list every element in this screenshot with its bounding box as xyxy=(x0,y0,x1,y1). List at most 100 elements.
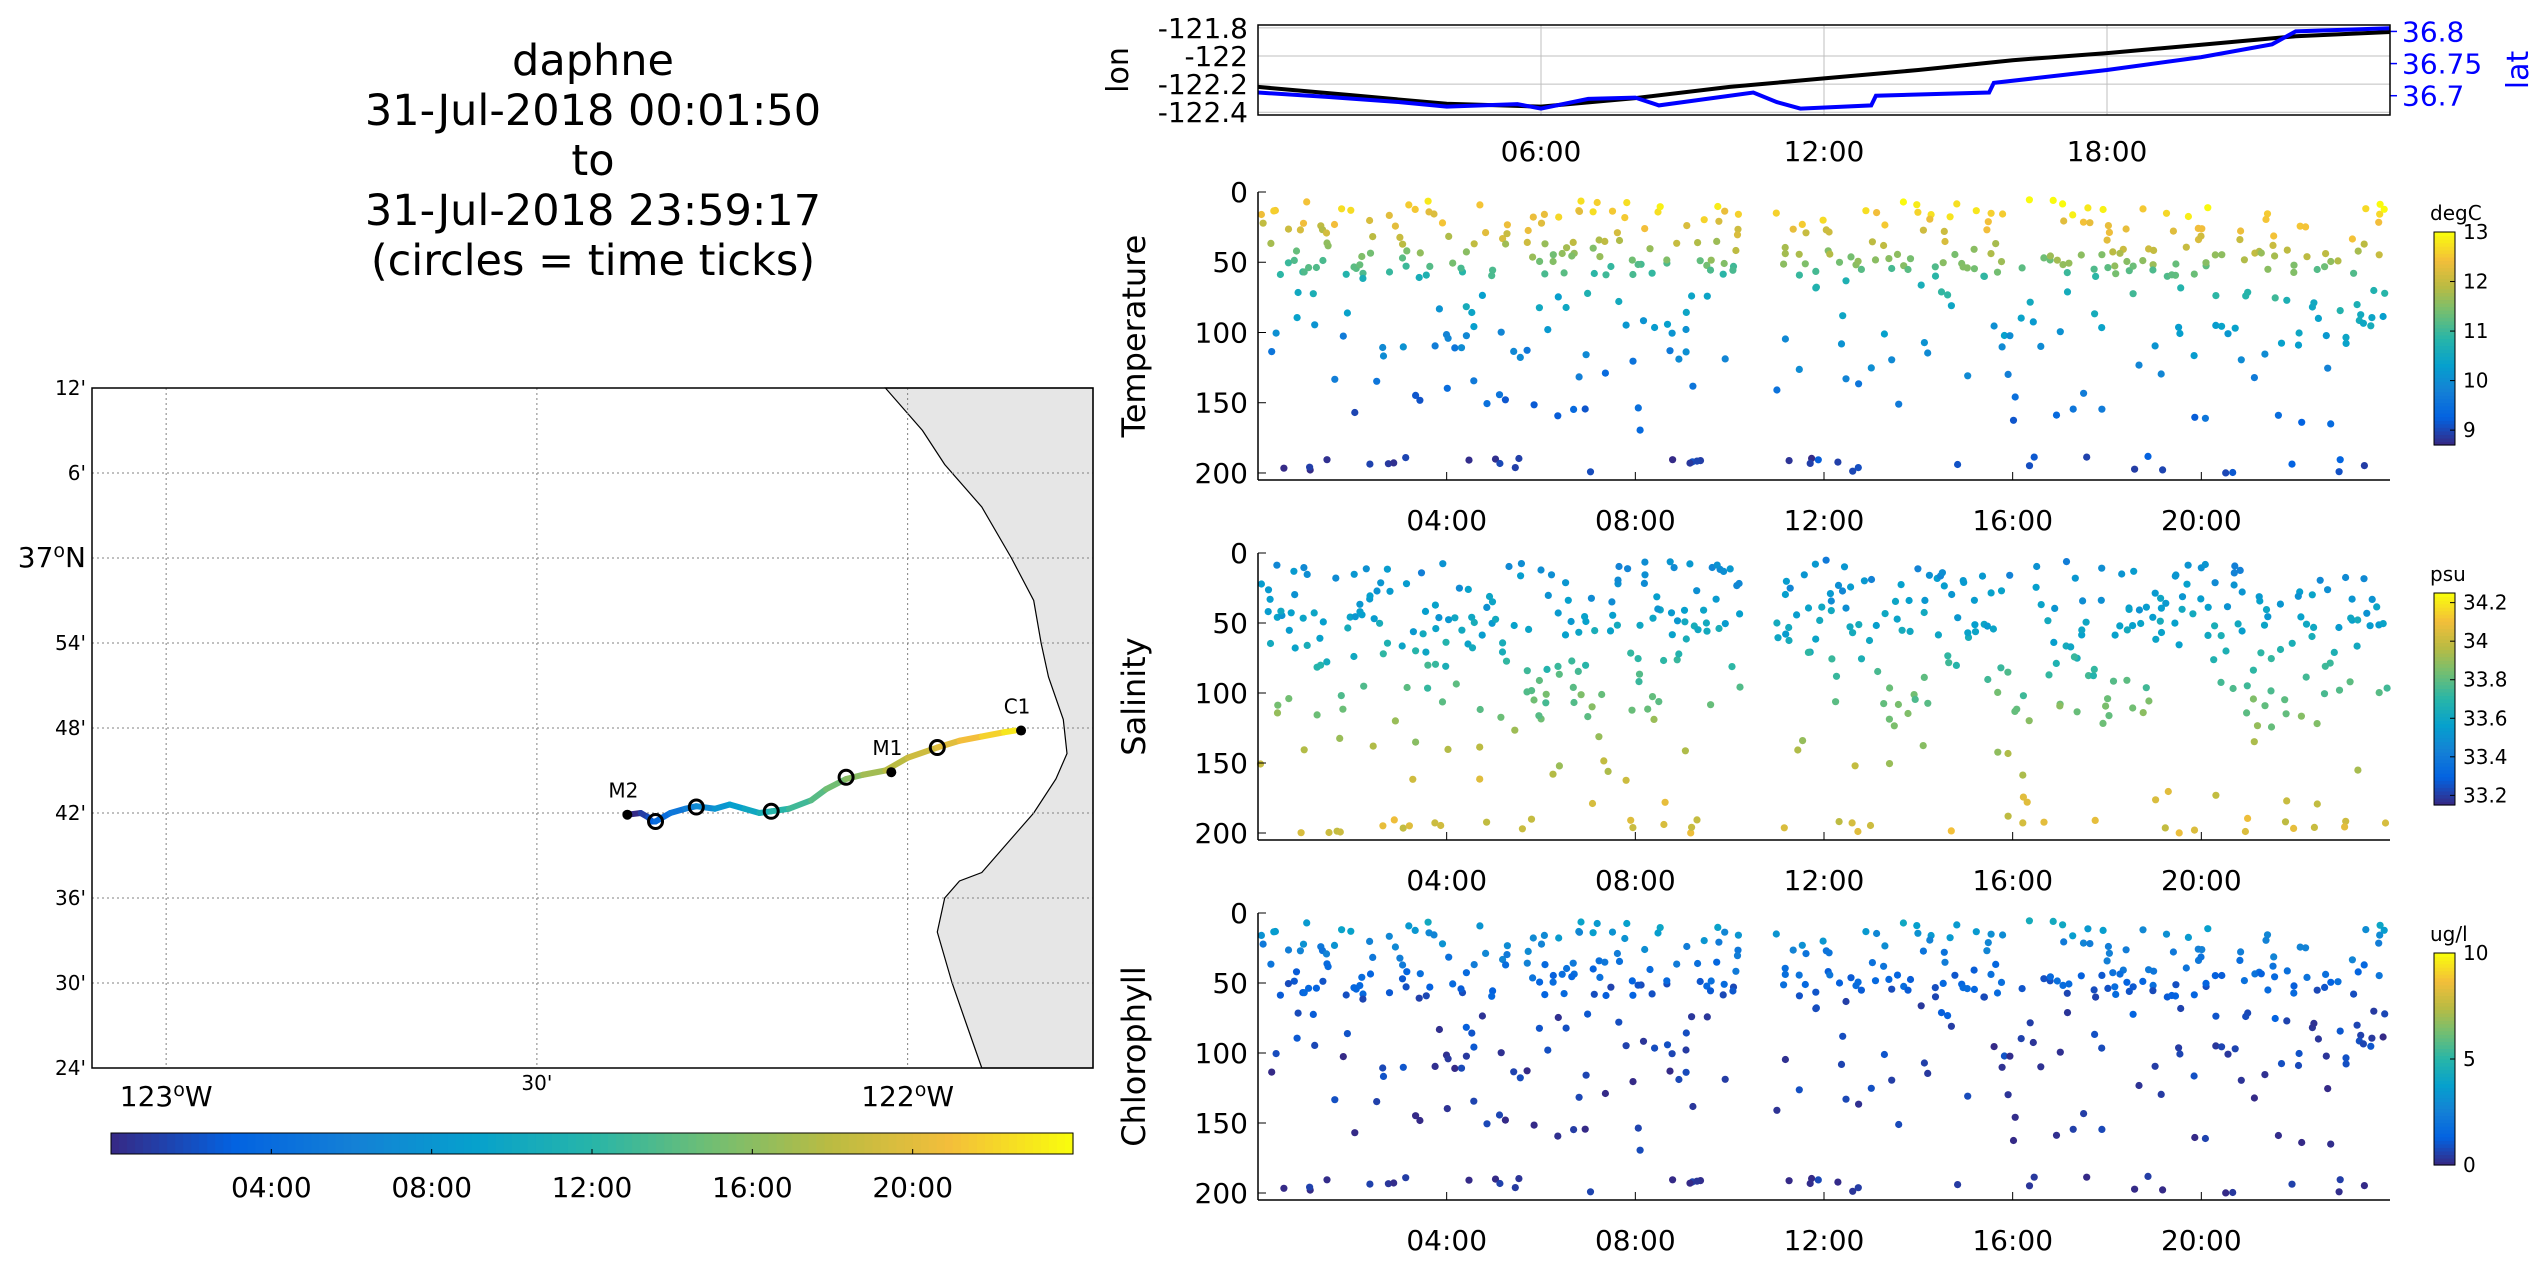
chlorophyll-sample-point xyxy=(1311,1041,1319,1049)
temperature-colorbar-cell xyxy=(2434,416,2455,421)
temperature-sample-point xyxy=(2065,259,2073,267)
chlorophyll-y-tick-label: 150 xyxy=(1195,1107,1248,1140)
time-colorbar-cell xyxy=(640,1133,649,1154)
salinity-sample-point xyxy=(2071,574,2079,582)
temperature-sample-point xyxy=(1399,343,1407,351)
chlorophyll-sample-point xyxy=(2157,1090,2165,1098)
salinity-sample-point xyxy=(2373,603,2381,611)
chlorophyll-sample-point xyxy=(1511,1184,1519,1192)
temperature-sample-point xyxy=(2321,263,2329,271)
salinity-sample-point xyxy=(2032,583,2040,591)
chlorophyll-sample-point xyxy=(1491,1175,1500,1183)
time-colorbar-cell xyxy=(664,1133,673,1154)
temperature-sample-point xyxy=(2175,323,2183,331)
station-label: M1 xyxy=(872,736,902,760)
temperature-colorbar-cell xyxy=(2434,327,2455,332)
chlorophyll-sample-point xyxy=(2077,972,2085,980)
chlorophyll-sample-point xyxy=(1516,1074,1524,1082)
temperature-sample-point xyxy=(1569,238,1577,246)
time-colorbar-cell xyxy=(247,1133,256,1154)
salinity-colorbar-cell xyxy=(2434,670,2455,675)
salinity-sample-point xyxy=(1857,655,1866,663)
chlorophyll-colorbar-cell xyxy=(2434,1073,2455,1078)
salinity-sample-point xyxy=(1804,648,1812,657)
temperature-sample-point xyxy=(1366,460,1374,468)
time-colorbar-cell xyxy=(1056,1133,1066,1154)
temperature-sample-point xyxy=(2224,330,2232,338)
temperature-sample-point xyxy=(1990,322,1998,330)
temperature-sample-point xyxy=(1470,240,1478,248)
salinity-sample-point xyxy=(1649,614,1657,622)
salinity-colorbar-cell xyxy=(2434,709,2455,714)
temperature-sample-point xyxy=(1688,292,1696,300)
salinity-sample-point xyxy=(1588,703,1596,711)
temperature-sample-point xyxy=(1502,240,1510,248)
chlorophyll-colorbar-cell xyxy=(2434,1087,2455,1092)
chlorophyll-sample-point xyxy=(2026,1019,2034,1027)
salinity-sample-point xyxy=(1854,827,1862,836)
temperature-sample-point xyxy=(2063,269,2071,277)
salinity-sample-point xyxy=(2244,814,2252,823)
chlorophyll-sample-point xyxy=(2049,917,2057,926)
chlorophyll-sample-point xyxy=(1983,947,1991,955)
salinity-colorbar-cell xyxy=(2434,617,2455,622)
chlorophyll-sample-point xyxy=(1438,940,1447,948)
temperature-sample-point xyxy=(1537,219,1546,227)
chlorophyll-colorbar-cell xyxy=(2434,1023,2455,1028)
time-colorbar-cell xyxy=(535,1133,545,1154)
chlorophyll-sample-point xyxy=(1284,946,1293,954)
temperature-sample-point xyxy=(1478,291,1486,299)
salinity-colorbar-cell xyxy=(2434,787,2455,792)
chlorophyll-sample-point xyxy=(2327,1140,2335,1148)
chlorophyll-sample-point xyxy=(1857,986,1865,994)
salinity-sample-point xyxy=(1785,636,1793,645)
salinity-sample-point xyxy=(1291,644,1299,652)
temperature-sample-point xyxy=(1734,210,1742,218)
temperature-sample-point xyxy=(2322,332,2330,340)
map-lon-tick-label: 30' xyxy=(521,1071,552,1095)
chlorophyll-sample-point xyxy=(1422,992,1430,1000)
temperature-colorbar-cell xyxy=(2434,306,2455,311)
salinity-sample-point xyxy=(1584,713,1592,721)
temperature-sample-point xyxy=(1947,302,1955,310)
chlorophyll-sample-point xyxy=(2194,945,2202,953)
temperature-sample-point xyxy=(1814,456,1822,464)
temperature-sample-point xyxy=(1682,325,1690,334)
salinity-colorbar-cell xyxy=(2434,730,2455,735)
temperature-sample-point xyxy=(1468,308,1476,317)
chlorophyll-sample-point xyxy=(1581,1125,1589,1133)
time-colorbar-cell xyxy=(848,1133,858,1154)
salinity-sample-point xyxy=(1971,628,1980,636)
chlorophyll-sample-point xyxy=(2091,1030,2099,1038)
salinity-sample-point xyxy=(2152,635,2160,643)
title-line-end: 31-Jul-2018 23:59:17 xyxy=(364,186,822,236)
salinity-sample-point xyxy=(1832,672,1841,680)
salinity-sample-point xyxy=(1987,589,1995,597)
salinity-sample-point xyxy=(2050,638,2058,647)
temperature-sample-point xyxy=(2092,272,2100,280)
time-colorbar-cell xyxy=(543,1133,553,1154)
salinity-sample-point xyxy=(1313,711,1321,719)
temperature-colorbar-tick-label: 11 xyxy=(2463,319,2488,343)
salinity-sample-point xyxy=(1627,649,1635,657)
chlorophyll-y-tick-label: 100 xyxy=(1195,1037,1248,1070)
chlorophyll-sample-point xyxy=(1719,991,1727,999)
time-colorbar-cell xyxy=(487,1133,497,1154)
temperature-sample-point xyxy=(1984,218,1992,226)
salinity-sample-point xyxy=(1827,597,1835,605)
time-colorbar-cell xyxy=(880,1133,890,1154)
temperature-sample-point xyxy=(1412,391,1420,399)
salinity-sample-point xyxy=(2210,656,2218,664)
chlorophyll-sample-point xyxy=(1497,1049,1505,1057)
salinity-sample-point xyxy=(2267,687,2275,695)
chlorophyll-colorbar-cell xyxy=(2434,1090,2455,1095)
salinity-sample-point xyxy=(1726,565,1734,573)
chlorophyll-sample-point xyxy=(1714,923,1722,932)
salinity-sample-point xyxy=(2011,707,2019,716)
temperature-sample-point xyxy=(1987,250,1995,258)
salinity-colorbar-cell xyxy=(2434,755,2455,760)
salinity-sample-point xyxy=(1332,574,1340,582)
temperature-sample-point xyxy=(2322,250,2330,258)
salinity-sample-point xyxy=(2149,613,2157,621)
salinity-colorbar-cell xyxy=(2434,593,2455,598)
